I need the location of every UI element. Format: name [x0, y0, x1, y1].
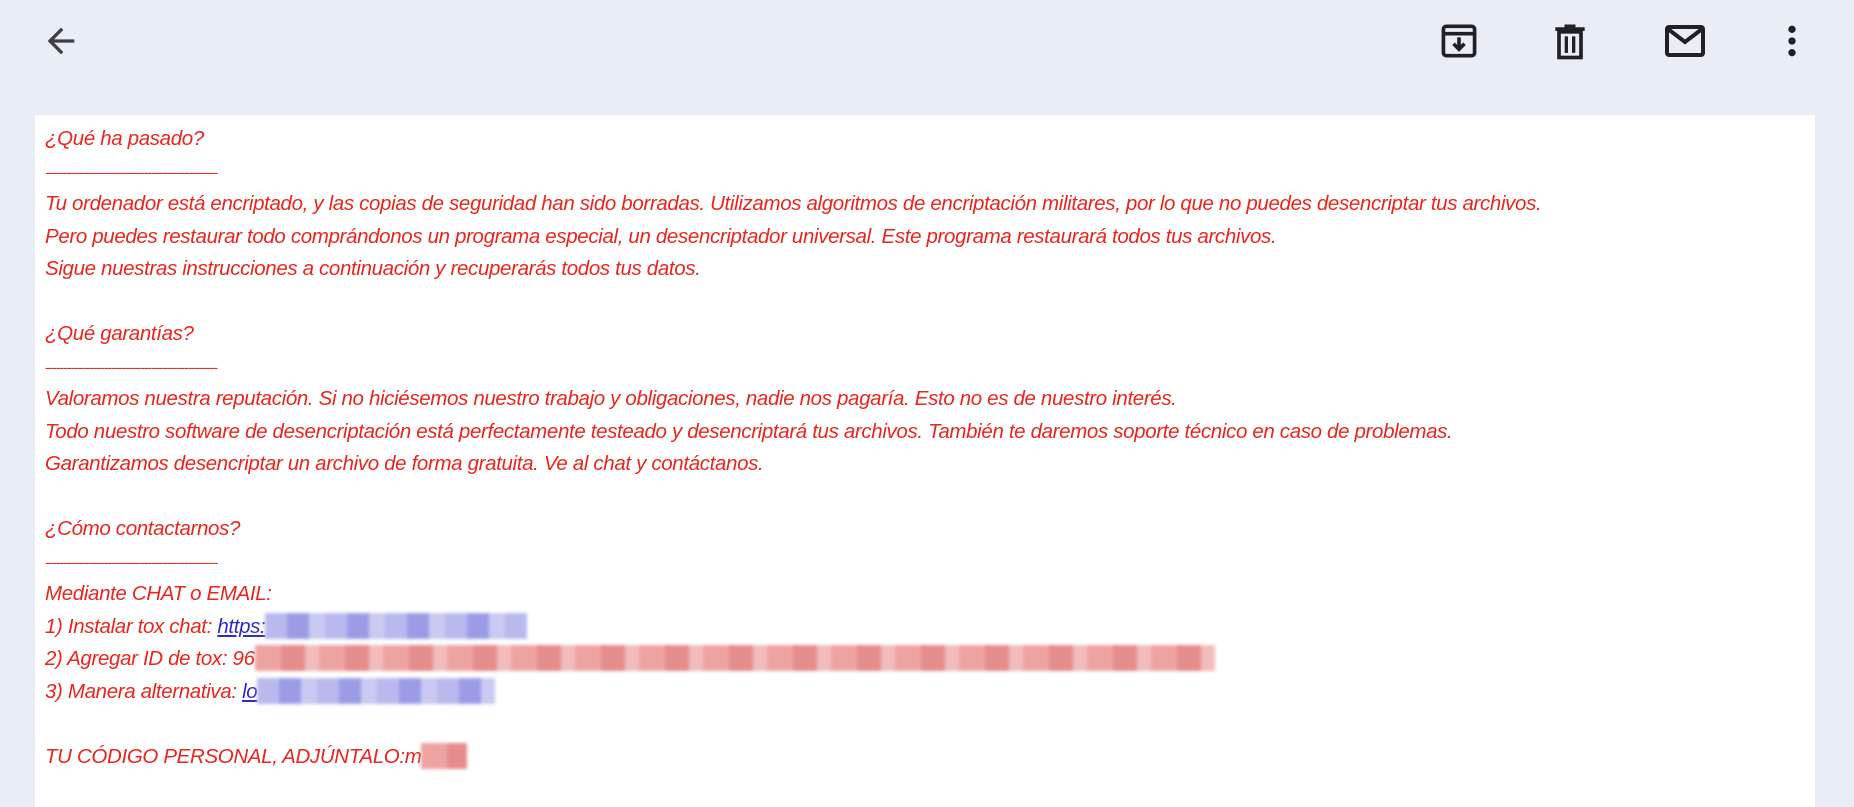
mail-icon[interactable] [1661, 17, 1709, 65]
redacted-url [265, 612, 528, 639]
paragraph-line: Pero puedes restaurar todo comprándonos … [45, 224, 1277, 248]
paragraph-line: Garantizamos desencriptar un archivo de … [45, 452, 764, 475]
personal-code-label: TU CÓDIGO PERSONAL, ADJÚNTALO:m [45, 744, 422, 768]
divider: ----------------------------------------… [45, 358, 218, 375]
step-3: 3) Manera alternativa: lo [45, 676, 1541, 709]
redacted-code [421, 742, 468, 769]
email-link[interactable]: lo [242, 677, 496, 704]
trash-icon[interactable] [1546, 17, 1594, 65]
section-heading: ¿Qué ha pasado? [45, 127, 204, 150]
toolbar [0, 0, 1854, 115]
step-2: 2) Agregar ID de tox: 96 [45, 643, 1541, 676]
step-2-label: 2) Agregar ID de tox: 96 [45, 647, 255, 670]
divider: ----------------------------------------… [45, 163, 218, 180]
paragraph-line: Sigue nuestras instrucciones a continuac… [45, 257, 701, 280]
link-text: lo [242, 679, 258, 703]
step-1: 1) Instalar tox chat: https: [45, 611, 1541, 644]
tox-download-link[interactable]: https: [217, 612, 528, 639]
more-vert-icon[interactable] [1768, 17, 1816, 65]
step-1-label: 1) Instalar tox chat: [45, 614, 218, 638]
archive-icon[interactable] [1435, 17, 1483, 65]
paragraph-line: Tu ordenador está encriptado, y las copi… [45, 192, 1542, 215]
section-heading: ¿Cómo contactarnos? [45, 517, 241, 540]
section-heading: ¿Qué garantías? [45, 322, 194, 345]
redacted-email [257, 677, 496, 704]
contact-intro: Mediante CHAT o EMAIL: [45, 582, 272, 605]
redacted-tox-id [254, 645, 1215, 671]
message-body: ¿Qué ha pasado? ------------------------… [35, 115, 1815, 807]
step-3-label: 3) Manera alternativa: [45, 679, 243, 703]
paragraph-line: Todo nuestro software de desencriptación… [45, 419, 1453, 443]
divider: ----------------------------------------… [45, 553, 218, 570]
link-text: https: [217, 614, 266, 638]
personal-code: TU CÓDIGO PERSONAL, ADJÚNTALO:m [45, 741, 1541, 774]
back-arrow-icon[interactable] [37, 17, 85, 65]
paragraph-line: Valoramos nuestra reputación. Si no hici… [45, 387, 1177, 410]
